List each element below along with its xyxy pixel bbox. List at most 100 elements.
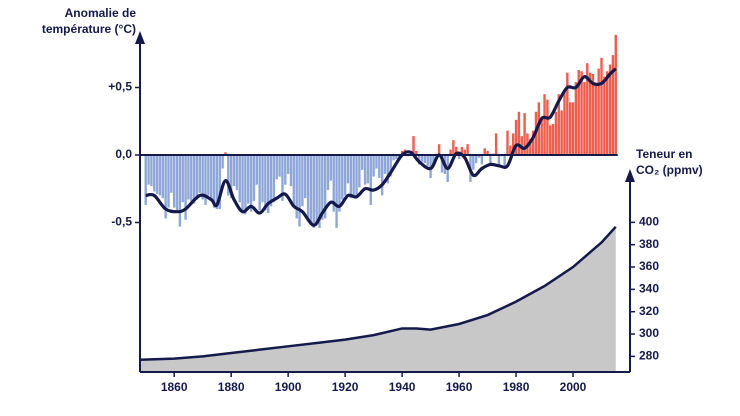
bar xyxy=(210,155,213,200)
bar xyxy=(489,155,492,166)
bar xyxy=(255,155,259,185)
bar xyxy=(244,155,247,215)
bar xyxy=(232,155,236,187)
bar xyxy=(372,155,375,177)
bar xyxy=(429,155,432,178)
bar xyxy=(292,155,296,205)
bar xyxy=(272,155,276,203)
bar xyxy=(175,155,179,214)
bar xyxy=(329,155,333,181)
bar xyxy=(531,130,535,155)
bar xyxy=(338,155,341,212)
bar xyxy=(557,94,560,155)
bar xyxy=(286,155,290,174)
x-tick-label: 1980 xyxy=(503,380,530,394)
bar xyxy=(155,155,159,195)
bar xyxy=(150,155,153,187)
bar xyxy=(249,155,253,212)
bar xyxy=(235,155,239,191)
bar xyxy=(395,155,398,160)
y2-tick-label: 280 xyxy=(639,349,659,363)
bar xyxy=(463,149,466,155)
y2-tick-label: 400 xyxy=(639,215,659,229)
bar xyxy=(577,69,580,155)
x-tick-label: 1940 xyxy=(389,380,416,394)
bar xyxy=(420,155,424,162)
y2-tick-label: 340 xyxy=(639,282,659,296)
bar xyxy=(366,155,370,184)
bar xyxy=(349,155,353,199)
bar xyxy=(571,102,575,155)
bar xyxy=(266,155,270,214)
bar xyxy=(355,155,358,199)
x-tick-label: 1920 xyxy=(332,380,359,394)
bar xyxy=(161,155,164,199)
bar xyxy=(309,155,313,224)
bar xyxy=(264,155,267,211)
y2-tick-label: 320 xyxy=(639,304,659,318)
bar xyxy=(212,155,216,208)
bar xyxy=(167,155,170,208)
bar xyxy=(383,155,387,174)
bar xyxy=(323,155,327,219)
bar xyxy=(229,155,233,199)
bar xyxy=(204,155,207,205)
bar xyxy=(426,155,429,166)
bar xyxy=(178,155,182,227)
bar xyxy=(580,71,583,155)
bar xyxy=(306,155,310,222)
bar xyxy=(198,155,202,193)
bar xyxy=(477,155,481,158)
bar xyxy=(474,155,478,164)
bar xyxy=(144,155,147,205)
bar xyxy=(560,110,563,155)
bar xyxy=(147,155,150,185)
bar xyxy=(247,155,250,204)
bar xyxy=(278,155,281,177)
bar xyxy=(363,155,367,185)
y-tick-label: +0,5 xyxy=(108,80,132,94)
bar xyxy=(218,155,221,209)
bar xyxy=(227,155,230,196)
bar xyxy=(315,155,318,224)
bar xyxy=(455,146,458,155)
bar xyxy=(514,119,518,155)
bar xyxy=(181,155,184,203)
bar xyxy=(568,102,572,155)
bar xyxy=(304,155,307,199)
bar xyxy=(517,111,521,155)
bar xyxy=(187,155,190,200)
bar xyxy=(608,64,612,155)
bar xyxy=(506,130,509,155)
bar xyxy=(289,155,293,187)
y2-tick-label: 380 xyxy=(639,237,659,251)
bar xyxy=(346,155,350,184)
co2-line xyxy=(139,225,617,361)
co2-area xyxy=(140,226,616,372)
bar xyxy=(258,155,261,211)
y-axis-arrow xyxy=(135,31,145,44)
bar xyxy=(190,155,193,201)
bar xyxy=(389,155,392,177)
bar xyxy=(195,155,199,200)
bar xyxy=(549,125,552,155)
bar xyxy=(614,34,617,155)
bar xyxy=(221,155,224,169)
bar xyxy=(192,155,196,204)
bar xyxy=(201,155,204,200)
x-tick-label: 1860 xyxy=(161,380,188,394)
bar xyxy=(415,150,418,155)
bar xyxy=(554,111,558,155)
bar xyxy=(238,155,241,203)
bar xyxy=(321,155,324,220)
bar xyxy=(275,155,278,180)
bar xyxy=(566,72,569,155)
bar xyxy=(164,155,167,219)
bar xyxy=(606,71,609,155)
bar xyxy=(583,82,586,155)
bar xyxy=(153,155,156,192)
bar xyxy=(224,152,227,155)
y2-axis-title-line: Teneur en xyxy=(636,147,692,161)
bar xyxy=(241,155,244,214)
bar xyxy=(380,155,384,196)
